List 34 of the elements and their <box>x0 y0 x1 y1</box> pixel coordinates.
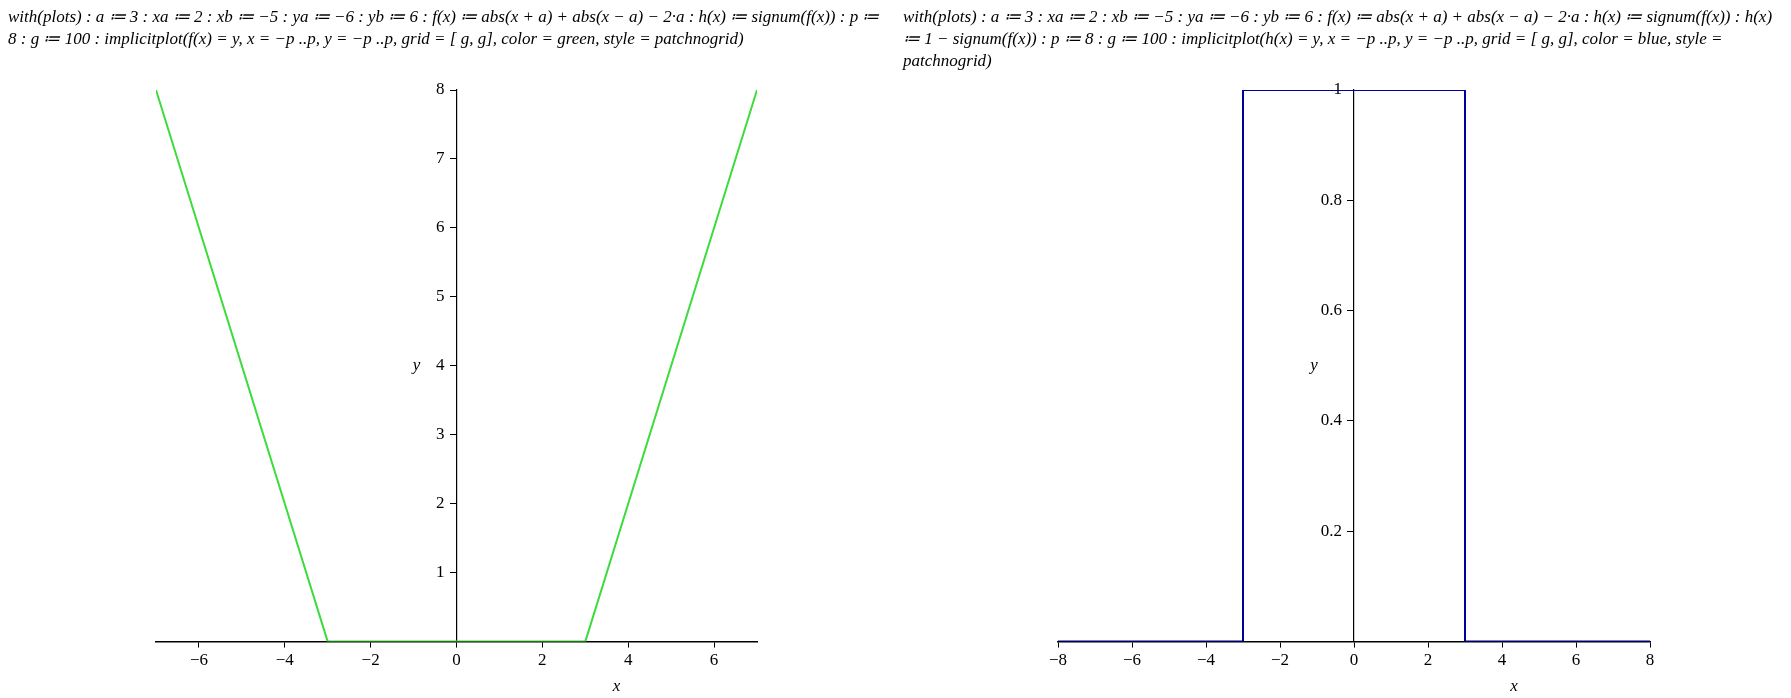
chart-title: with(plots) : a ≔ 3 : xa ≔ 2 : xb ≔ −5 : ya ≔ −6 : yb ≔ 6 : f(x) ≔ abs(x + a) + abs(x − a) − 2·a : h(x) ≔ signum(f(x)) : h(x) ≔ 1 − signum(f(x)) : p ≔ 8 : g ≔ 100 : implicitplot(h(x) = y, x = −p ..p, y = −p ..p, grid = [ g, g], color = blue, style = patchnogrid) <box>901 6 1774 70</box>
y-tick-label: 0.8 <box>1320 189 1342 209</box>
x-tick-label: 8 <box>1645 650 1655 670</box>
y-tick-label: 6 <box>436 217 445 237</box>
chart-title: with(plots) : a ≔ 3 : xa ≔ 2 : xb ≔ −5 : ya ≔ −6 : yb ≔ 6 : f(x) ≔ abs(x + a) + abs(x − a) − 2·a : h(x) ≔ signum(f(x)) : p ≔ 8 : g ≔ 100 : implicitplot(f(x) = y, x = −p ..p, y = −p ..p, grid = [ g, g], color = green, style = patchnogrid) <box>7 6 881 50</box>
y-axis-title: y <box>410 355 421 375</box>
y-tick-label: 0.4 <box>1320 410 1343 430</box>
x-tick-label: −4 <box>275 650 295 670</box>
x-tick-label: 0 <box>1349 650 1359 670</box>
x-tick-label: 2 <box>1423 650 1433 670</box>
x-tick-label: −2 <box>361 650 380 670</box>
y-tick-label: 8 <box>436 79 445 99</box>
x-tick-label: 0 <box>452 650 461 670</box>
x-tick-label: −6 <box>189 650 208 670</box>
y-tick-label: 5 <box>436 286 445 306</box>
x-axis-title: x <box>1509 675 1519 695</box>
x-tick-label: 2 <box>538 650 547 670</box>
y-axis-title: y <box>1308 355 1319 375</box>
y-tick-label: 7 <box>436 148 445 168</box>
y-tick-label: 0.6 <box>1320 300 1342 320</box>
x-tick-label: 6 <box>1571 650 1581 670</box>
x-tick-label: 4 <box>1497 650 1507 670</box>
x-tick-label: −4 <box>1196 650 1216 670</box>
y-tick-label: 0.2 <box>1320 520 1342 540</box>
y-tick-label: 1 <box>436 562 445 582</box>
y-tick-label: 2 <box>436 493 445 513</box>
y-tick-label: 4 <box>436 355 445 375</box>
x-tick-label: −8 <box>1048 650 1068 670</box>
x-axis-title: x <box>611 675 621 695</box>
x-tick-label: 6 <box>709 650 719 670</box>
y-tick-label: 3 <box>436 424 445 444</box>
x-tick-label: 4 <box>623 650 633 670</box>
x-tick-label: −2 <box>1270 650 1290 670</box>
x-tick-label: −6 <box>1122 650 1142 670</box>
